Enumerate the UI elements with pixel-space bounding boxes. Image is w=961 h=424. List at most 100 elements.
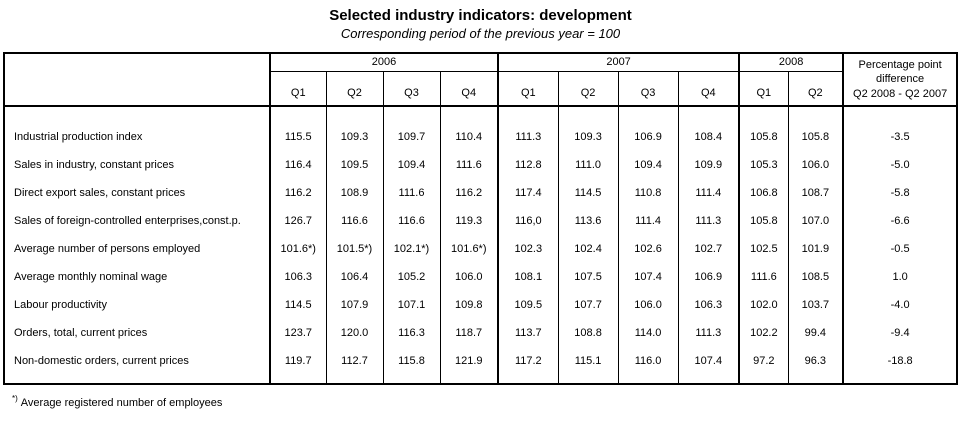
cell-value: 111.4 bbox=[677, 179, 740, 207]
table-row: Non-domestic orders, current prices 119.7… bbox=[4, 347, 958, 375]
spacer-cell bbox=[677, 375, 740, 384]
spacer-cell bbox=[269, 106, 326, 123]
footnote-marker: *) bbox=[12, 394, 18, 403]
cell-value: 123.7 bbox=[269, 319, 326, 347]
row-label: Sales in industry, constant prices bbox=[14, 159, 174, 171]
footnote: *) Average registered number of employees bbox=[12, 394, 961, 409]
quarter-header: Q3 bbox=[617, 71, 679, 107]
spacer-cell bbox=[382, 106, 440, 123]
spacer-cell bbox=[497, 106, 559, 123]
row-label: Labour productivity bbox=[14, 299, 107, 311]
quarter-header: Q3 bbox=[382, 71, 440, 107]
cell-pct-diff: -9.4 bbox=[842, 319, 958, 347]
spacer-cell bbox=[325, 375, 383, 384]
cell-value: 111.6 bbox=[439, 151, 499, 179]
cell-value: 108.4 bbox=[677, 123, 740, 151]
cell-value: 105.8 bbox=[738, 207, 789, 235]
table-row: Average monthly nominal wage 106.3 106.4 10… bbox=[4, 263, 958, 291]
cell-value: 108.1 bbox=[497, 263, 559, 291]
cell-pct-diff: -6.6 bbox=[842, 207, 958, 235]
cell-value: 118.7 bbox=[439, 319, 499, 347]
cell-value: 109.5 bbox=[325, 151, 383, 179]
spacer-cell bbox=[439, 106, 499, 123]
table-row: Labour productivity 114.5 107.9 107.1 109.8 1… bbox=[4, 291, 958, 319]
quarter-header: Q1 bbox=[269, 71, 326, 107]
cell-value: 107.4 bbox=[617, 263, 679, 291]
cell-value: 102.0 bbox=[738, 291, 789, 319]
cell-value: 107.0 bbox=[787, 207, 844, 235]
cell-value: 121.9 bbox=[439, 347, 499, 375]
spacer-row bbox=[4, 106, 958, 123]
cell-value: 101.6*) bbox=[269, 235, 326, 263]
cell-value: 106.4 bbox=[325, 263, 383, 291]
cell-value: 114.5 bbox=[269, 291, 326, 319]
cell-value: 106.9 bbox=[617, 123, 679, 151]
spacer-cell bbox=[617, 106, 679, 123]
cell-value: 111.3 bbox=[677, 319, 740, 347]
table-row: Direct export sales, constant prices 116.… bbox=[4, 179, 958, 207]
cell-pct-diff: -4.0 bbox=[842, 291, 958, 319]
cell-value: 107.4 bbox=[677, 347, 740, 375]
quarter-header: Q4 bbox=[439, 71, 499, 107]
cell-value: 101.5*) bbox=[325, 235, 383, 263]
year-header-row: 2006 2007 2008 Percentage point differen… bbox=[4, 53, 958, 107]
year-header-2007: 2007 bbox=[497, 53, 740, 72]
cell-value: 108.9 bbox=[325, 179, 383, 207]
spacer-cell bbox=[617, 375, 679, 384]
cell-value: 115.5 bbox=[269, 123, 326, 151]
table-row: Sales of foreign-controlled enterprises,… bbox=[4, 207, 958, 235]
row-label: Industrial production index bbox=[14, 131, 143, 143]
table-row: Average number of persons employed 101.6*… bbox=[4, 235, 958, 263]
quarter-header: Q2 bbox=[557, 71, 619, 107]
spacer-cell bbox=[787, 106, 844, 123]
cell-pct-diff: 1.0 bbox=[842, 263, 958, 291]
quarter-header: Q2 bbox=[325, 71, 383, 107]
table-row: Orders, total, current prices 123.7 120.0 1… bbox=[4, 319, 958, 347]
cell-value: 109.5 bbox=[497, 291, 559, 319]
spacer-cell bbox=[738, 375, 789, 384]
cell-value: 105.8 bbox=[787, 123, 844, 151]
spacer-cell bbox=[557, 106, 619, 123]
cell-value: 110.4 bbox=[439, 123, 499, 151]
cell-value: 119.3 bbox=[439, 207, 499, 235]
row-label: Non-domestic orders, current prices bbox=[14, 355, 189, 367]
cell-value: 106.8 bbox=[738, 179, 789, 207]
cell-value: 117.2 bbox=[497, 347, 559, 375]
cell-value: 106.0 bbox=[787, 151, 844, 179]
cell-value: 113.7 bbox=[497, 319, 559, 347]
quarter-header: Q4 bbox=[677, 71, 740, 107]
spacer-cell bbox=[4, 375, 270, 384]
cell-value: 109.7 bbox=[382, 123, 440, 151]
cell-value: 114.5 bbox=[557, 179, 619, 207]
cell-value: 110.8 bbox=[617, 179, 679, 207]
row-header-spacer bbox=[4, 53, 270, 107]
spacer-cell bbox=[4, 106, 270, 123]
cell-value: 111.6 bbox=[382, 179, 440, 207]
cell-value: 115.1 bbox=[557, 347, 619, 375]
cell-value: 107.5 bbox=[557, 263, 619, 291]
cell-value: 106.0 bbox=[439, 263, 499, 291]
cell-value: 116.2 bbox=[439, 179, 499, 207]
cell-value: 116.6 bbox=[325, 207, 383, 235]
cell-value: 105.3 bbox=[738, 151, 789, 179]
cell-pct-diff: -5.0 bbox=[842, 151, 958, 179]
spacer-cell bbox=[842, 375, 958, 384]
table-header: 2006 2007 2008 Percentage point differen… bbox=[4, 53, 958, 107]
cell-value: 102.1*) bbox=[382, 235, 440, 263]
spacer-cell bbox=[497, 375, 559, 384]
cell-value: 107.9 bbox=[325, 291, 383, 319]
cell-value: 101.6*) bbox=[439, 235, 499, 263]
year-header-2008: 2008 bbox=[738, 53, 844, 72]
table-row: Industrial production index 115.5 109.3 109… bbox=[4, 123, 958, 151]
cell-value: 102.4 bbox=[557, 235, 619, 263]
cell-value: 99.4 bbox=[787, 319, 844, 347]
cell-value: 111.3 bbox=[497, 123, 559, 151]
cell-value: 96.3 bbox=[787, 347, 844, 375]
spacer-row bbox=[4, 375, 958, 384]
cell-value: 106.3 bbox=[269, 263, 326, 291]
cell-value: 109.9 bbox=[677, 151, 740, 179]
quarter-header: Q1 bbox=[497, 71, 559, 107]
cell-value: 102.7 bbox=[677, 235, 740, 263]
cell-value: 112.7 bbox=[325, 347, 383, 375]
cell-value: 116.3 bbox=[382, 319, 440, 347]
